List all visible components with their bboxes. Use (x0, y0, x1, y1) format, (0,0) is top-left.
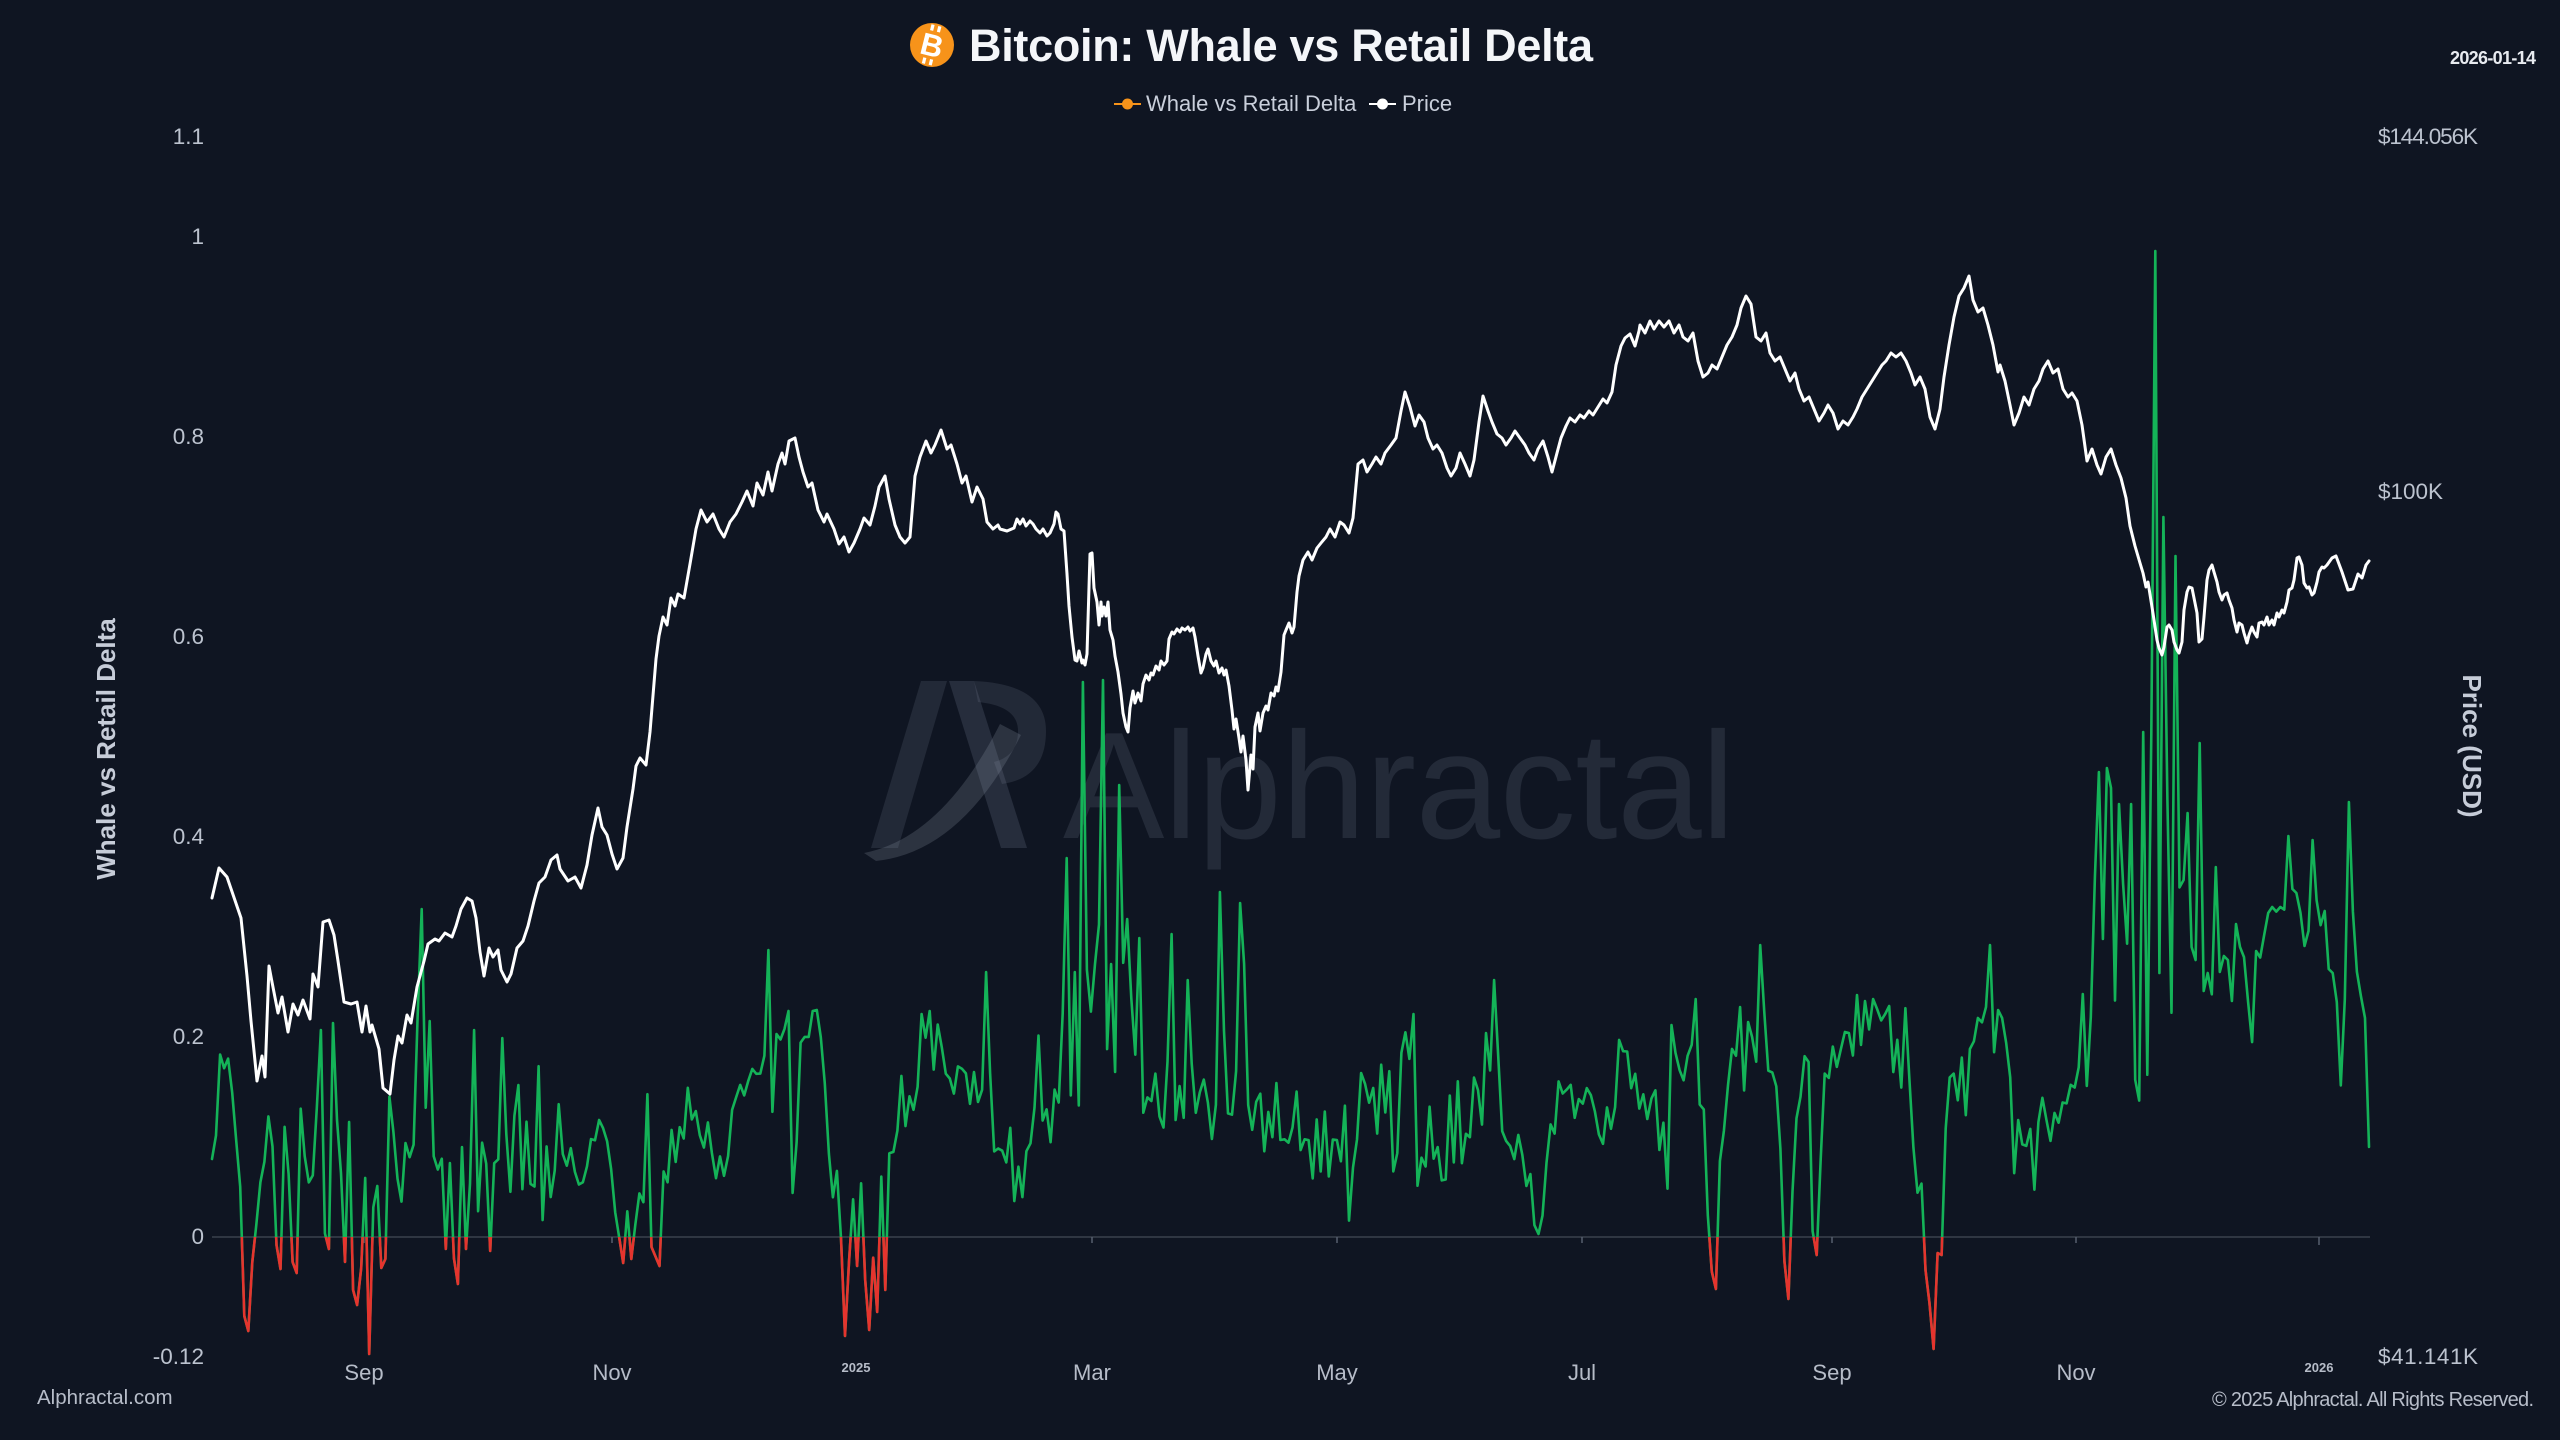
svg-text:$144.056K: $144.056K (2378, 124, 2478, 149)
svg-text:2026-01-14: 2026-01-14 (2450, 48, 2536, 68)
svg-text:0: 0 (191, 1224, 204, 1249)
svg-text:0.2: 0.2 (173, 1024, 204, 1049)
svg-text:Alphractal.com: Alphractal.com (37, 1386, 173, 1409)
svg-text:2025: 2025 (842, 1360, 871, 1375)
svg-text:$41.141K: $41.141K (2378, 1344, 2478, 1369)
svg-text:Price (USD): Price (USD) (2457, 674, 2487, 817)
svg-text:Mar: Mar (1073, 1360, 1111, 1385)
svg-text:Sep: Sep (344, 1360, 383, 1385)
svg-text:Price: Price (1402, 91, 1452, 116)
svg-text:May: May (1316, 1360, 1358, 1385)
svg-text:Whale vs Retail Delta: Whale vs Retail Delta (1146, 91, 1357, 116)
svg-text:$100K: $100K (2378, 479, 2443, 504)
svg-text:Alphractal: Alphractal (1063, 701, 1735, 871)
svg-text:0.6: 0.6 (173, 624, 204, 649)
svg-text:Bitcoin: Whale vs Retail Delta: Bitcoin: Whale vs Retail Delta (969, 20, 1594, 71)
svg-text:Whale vs Retail Delta: Whale vs Retail Delta (91, 618, 121, 880)
svg-text:2026: 2026 (2305, 1360, 2334, 1375)
svg-text:1: 1 (191, 224, 204, 249)
svg-text:0.8: 0.8 (173, 424, 204, 449)
svg-text:0.4: 0.4 (173, 824, 204, 849)
svg-text:Sep: Sep (1812, 1360, 1851, 1385)
svg-text:Jul: Jul (1568, 1360, 1596, 1385)
svg-text:-0.12: -0.12 (153, 1344, 204, 1369)
svg-text:© 2025 Alphractal. All Rights: © 2025 Alphractal. All Rights Reserved. (2212, 1389, 2534, 1411)
svg-text:Nov: Nov (592, 1360, 631, 1385)
svg-text:Nov: Nov (2056, 1360, 2095, 1385)
svg-text:1.1: 1.1 (173, 124, 204, 149)
